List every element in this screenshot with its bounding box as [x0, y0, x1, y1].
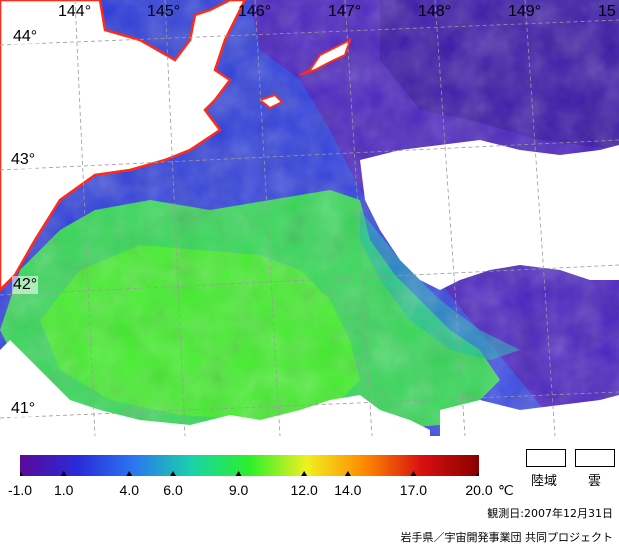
lat-lon-grid [0, 0, 619, 436]
cloud-east [360, 140, 619, 290]
colorbar-tick-label: 4.0 [119, 482, 140, 498]
cloud-legend-swatch [575, 449, 615, 467]
latitude-label: 43° [10, 151, 37, 169]
longitude-label: 15 [598, 3, 616, 20]
longitude-label: 149° [508, 3, 542, 20]
credit-line: 岩手県／宇宙開発事業団 共同プロジェクト [400, 531, 614, 544]
colorbar-tick [344, 471, 351, 476]
colorbar-tick-label: 1.0 [53, 482, 74, 498]
land-legend-label: 陸域 [531, 474, 558, 489]
longitude-label: 145° [147, 3, 181, 20]
bright-green-core [40, 245, 360, 420]
hokkaido-land [0, 0, 247, 292]
land-legend-swatch [526, 449, 566, 467]
cyan-transition [360, 210, 520, 360]
colorbar-tick-label: 6.0 [163, 482, 183, 498]
latitude-label: 42° [12, 276, 39, 294]
sea-surface-temperature-map [0, 0, 619, 436]
latitude-label: 44° [12, 28, 39, 46]
colorbar-tick-label: 9.0 [228, 482, 249, 498]
colorbar-tick-label: 12.0 [290, 482, 318, 498]
temperature-colorbar [17, 455, 482, 476]
colorbar-tick [301, 471, 308, 476]
colorbar-tick [60, 471, 67, 476]
cloud-south [0, 340, 430, 436]
longitude-label: 146° [238, 3, 272, 20]
unit-label: ℃ [498, 482, 514, 498]
colorbar-tick-label: 17.0 [399, 482, 428, 498]
colorbar-tick-label: 14.0 [334, 482, 362, 498]
colorbar-tick [126, 471, 133, 476]
cloud-legend-label: 雲 [588, 474, 602, 489]
latitude-label: 41° [10, 400, 37, 418]
colorbar-tick [410, 471, 417, 476]
longitude-label: 148° [418, 3, 452, 20]
colorbar-tick [235, 471, 242, 476]
longitude-label: 144° [58, 3, 92, 20]
observation-date: 観測日:2007年12月31日 [487, 507, 613, 520]
colorbar-tick-label: 20.0 [465, 482, 493, 498]
colorbar-tick-label: -1.0 [7, 482, 33, 498]
kuril-island [257, 93, 284, 110]
longitude-label: 147° [328, 3, 362, 20]
shiretoko-land [299, 38, 352, 76]
cloud-south-right [440, 395, 619, 436]
colorbar-tick [170, 471, 176, 476]
deep-purple-region [380, 0, 619, 150]
